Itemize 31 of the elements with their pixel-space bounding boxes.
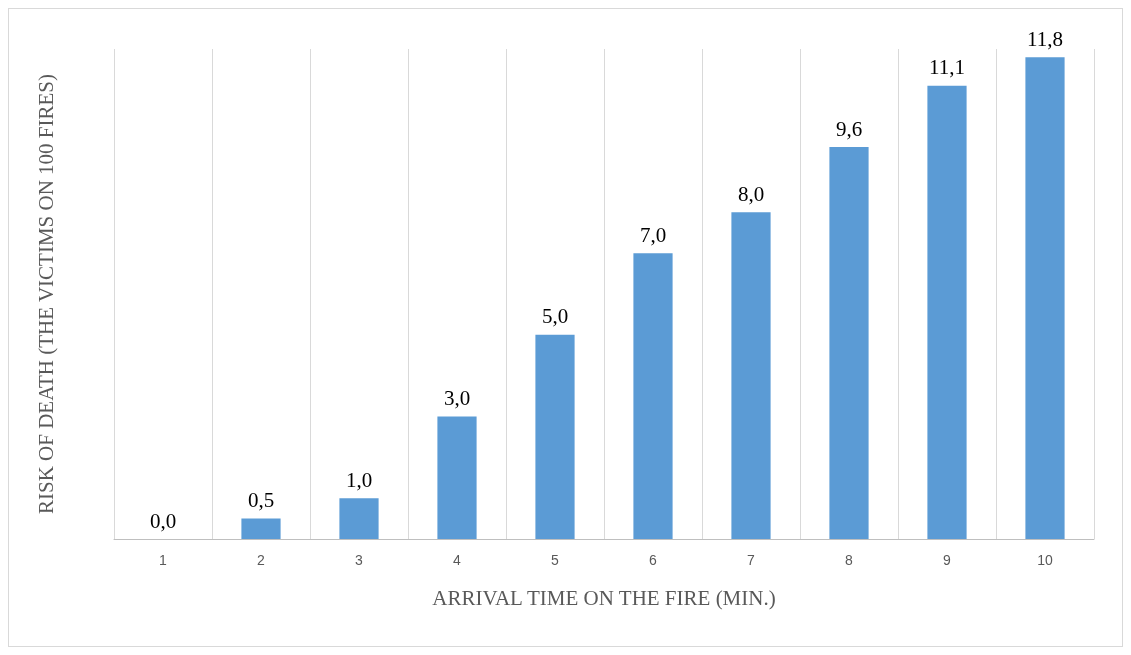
y-axis-title: RISK OF DEATH (THE VICTIMS ON 100 FIRES): [34, 73, 58, 515]
data-label: 8,0: [737, 181, 765, 206]
data-label: 0,0: [149, 508, 177, 533]
x-tick-label: 10: [1037, 552, 1053, 568]
bar: [241, 518, 281, 539]
bar: [829, 147, 869, 539]
bar: [535, 334, 575, 539]
data-label: 9,6: [835, 116, 863, 141]
bar: [633, 253, 673, 539]
x-axis-title: ARRIVAL TIME ON THE FIRE (MIN.): [432, 585, 776, 610]
x-tick-label: 9: [943, 552, 952, 568]
bar: [731, 212, 771, 539]
data-label: 7,0: [639, 222, 667, 247]
x-tick-label: 5: [551, 552, 560, 568]
bar: [437, 416, 477, 539]
data-label: 3,0: [443, 386, 471, 410]
x-tick-label: 6: [649, 552, 658, 568]
bar: [339, 498, 379, 539]
x-tick-label: 1: [159, 552, 168, 568]
data-label: 11,1: [929, 55, 965, 80]
bar: [927, 85, 967, 539]
bar: [1025, 57, 1065, 539]
data-label: 11,8: [1027, 26, 1063, 51]
x-tick-label: 7: [747, 552, 756, 568]
data-label: 0,5: [247, 488, 275, 513]
data-label: 5,0: [541, 304, 569, 329]
x-tick-label: 4: [453, 552, 462, 568]
data-label: 1,0: [345, 467, 373, 492]
x-tick-label: 2: [257, 552, 266, 568]
x-tick-label: 8: [845, 552, 854, 568]
x-tick-label: 3: [355, 552, 364, 568]
